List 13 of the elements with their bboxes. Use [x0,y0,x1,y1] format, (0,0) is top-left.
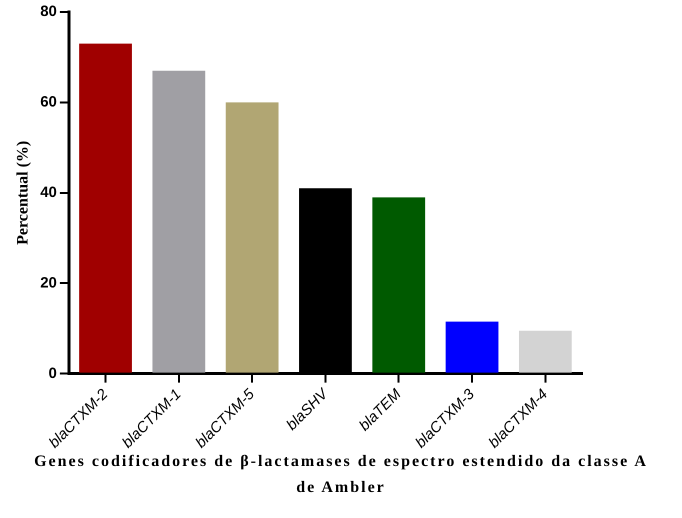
y-axis-title: Percentual (%) [14,140,32,245]
x-axis-title: Genes codificadores de β-lactamases de espectro estendido da classe A de Ambler [34,453,648,496]
bar [518,330,572,373]
bar [79,44,132,373]
y-tick-label: 0 [48,364,57,382]
bar [446,322,498,373]
y-tick-label: 80 [40,3,57,20]
bar [372,197,426,373]
y-tick-label: 60 [40,94,57,111]
y-tick-label: 20 [40,274,57,292]
bar [226,102,279,373]
bar [152,70,206,373]
y-tick-label: 40 [40,184,57,201]
